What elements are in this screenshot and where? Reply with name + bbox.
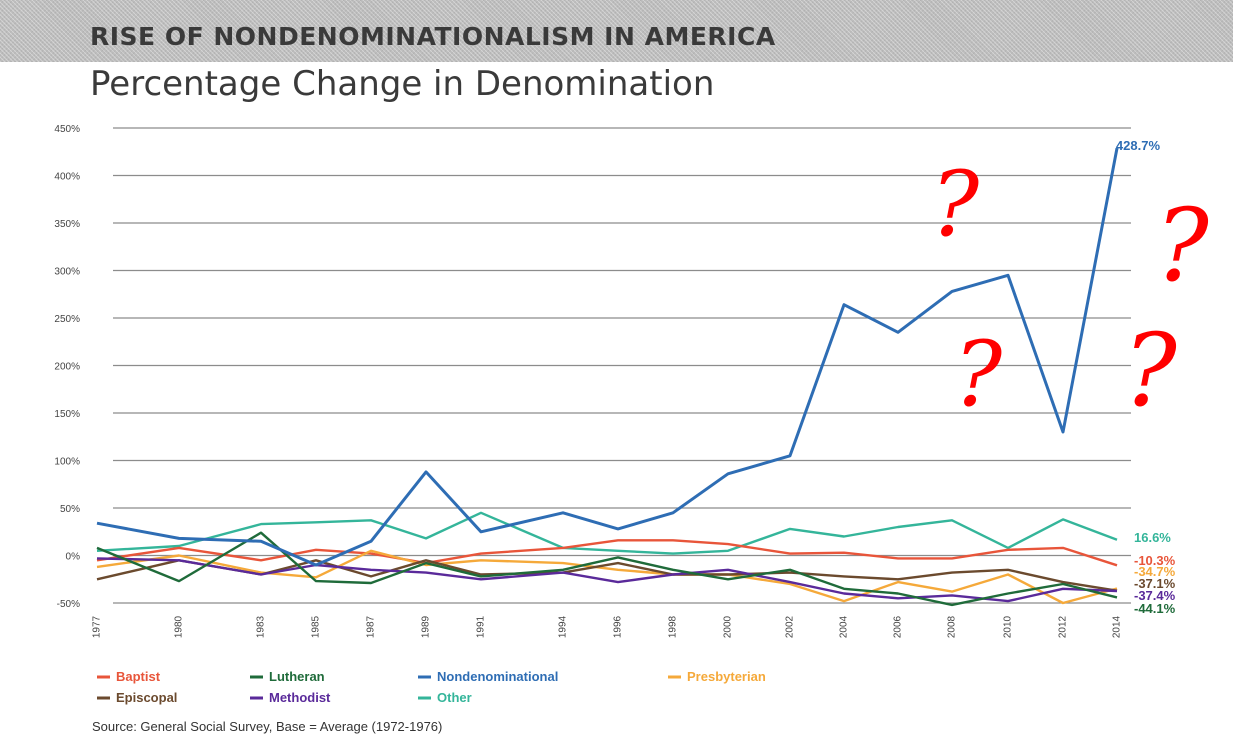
x-tick-label: 1987 xyxy=(366,615,377,638)
end-label-nondenominational: 428.7% xyxy=(1116,138,1161,153)
question-mark-annotation: ? xyxy=(954,322,1003,427)
question-mark-annotation: ? xyxy=(931,152,980,257)
y-tick-label: 50% xyxy=(60,504,80,515)
x-tick-label: 2012 xyxy=(1058,615,1069,638)
y-tick-label: -50% xyxy=(57,599,80,610)
legend-label-methodist: Methodist xyxy=(269,690,331,705)
y-tick-label: 0% xyxy=(66,552,81,563)
chart-title: RISE OF NONDENOMINATIONALISM IN AMERICA xyxy=(90,22,776,51)
x-tick-label: 1996 xyxy=(613,615,624,638)
x-tick-label: 2000 xyxy=(723,615,734,638)
x-tick-label: 2002 xyxy=(785,615,796,638)
series-line-other xyxy=(96,511,1118,555)
x-tick-label: 1977 xyxy=(92,615,103,638)
y-tick-label: 150% xyxy=(54,409,80,420)
end-label-other: 16.6% xyxy=(1134,530,1171,545)
series-line-presbyterian xyxy=(96,549,1118,605)
x-tick-label: 1980 xyxy=(174,615,185,638)
question-mark-annotation: ? xyxy=(1123,312,1178,429)
question-mark-annotation: ? xyxy=(1155,187,1210,304)
y-tick-label: 250% xyxy=(54,314,80,325)
legend-label-nondenominational: Nondenominational xyxy=(437,669,558,684)
series-line-lutheran xyxy=(96,531,1118,607)
header-band xyxy=(0,0,1233,62)
x-tick-label: 1991 xyxy=(476,615,487,638)
x-tick-label: 1994 xyxy=(558,615,569,638)
y-tick-label: 400% xyxy=(54,172,80,183)
y-tick-label: 450% xyxy=(54,124,80,135)
source-note: Source: General Social Survey, Base = Av… xyxy=(92,719,443,734)
y-tick-label: 300% xyxy=(54,267,80,278)
x-tick-label: 2010 xyxy=(1003,615,1014,638)
series-lines xyxy=(96,147,1119,607)
series-line-episcopal xyxy=(96,559,1118,592)
chart-subtitle: Percentage Change in Denomination xyxy=(90,64,715,104)
x-tick-label: 1985 xyxy=(311,615,322,638)
end-label-episcopal: -37.1% xyxy=(1134,576,1176,591)
legend-label-baptist: Baptist xyxy=(116,669,161,684)
y-axis-tick-labels: 450% 400% 350% 300% 250% 200% 150% 100% 50% 0% -50… xyxy=(54,124,80,610)
legend-label-presbyterian: Presbyterian xyxy=(687,669,766,684)
x-tick-label: 2008 xyxy=(947,615,958,638)
x-tick-label: 1983 xyxy=(256,615,267,638)
end-label-methodist: -37.4% xyxy=(1134,588,1176,603)
x-tick-label: 2004 xyxy=(839,615,850,638)
x-tick-label: 1989 xyxy=(421,615,432,638)
x-tick-label: 1998 xyxy=(668,615,679,638)
legend-label-episcopal: Episcopal xyxy=(116,690,177,705)
question-mark-annotations: ???? xyxy=(931,152,1210,429)
series-line-nondenominational xyxy=(96,147,1119,567)
y-tick-label: 200% xyxy=(54,362,80,373)
legend-label-lutheran: Lutheran xyxy=(269,669,325,684)
end-label-baptist: -10.3% xyxy=(1134,553,1176,568)
x-axis-tick-labels: 1977 1980 1983 1985 1987 1989 1991 1994 1996 1998… xyxy=(92,615,1123,638)
y-tick-label: 350% xyxy=(54,219,80,230)
series-line-baptist xyxy=(96,539,1118,567)
series-end-labels: -10.3% -44.1% 428.7% -34.7%-37.1%-37.4% 16.6… xyxy=(1116,138,1176,616)
legend-label-other: Other xyxy=(437,690,472,705)
end-label-lutheran: -44.1% xyxy=(1134,601,1176,616)
y-tick-label: 100% xyxy=(54,457,80,468)
series-line-methodist xyxy=(96,557,1118,603)
x-tick-label: 2006 xyxy=(893,615,904,638)
x-tick-label: 2014 xyxy=(1112,615,1123,638)
legend: Baptist Lutheran Nondenominational Presbyte… xyxy=(97,669,766,705)
end-label-presbyterian: -34.7% xyxy=(1134,564,1176,579)
